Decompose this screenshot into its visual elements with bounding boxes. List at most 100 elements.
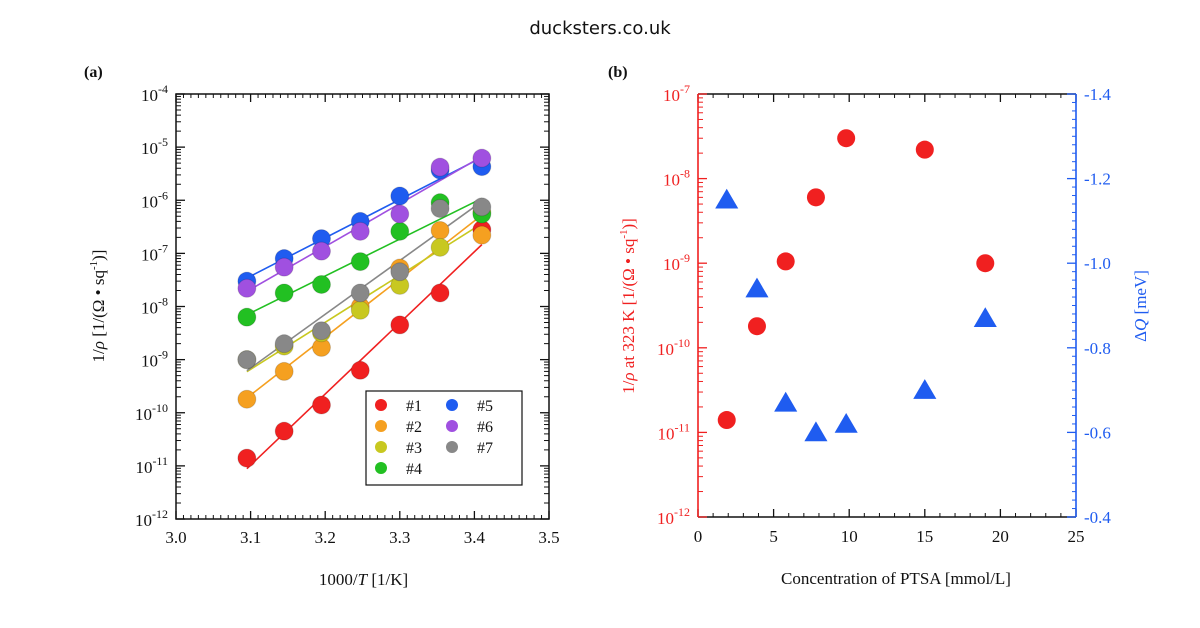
resistivity-point	[976, 254, 995, 273]
x-tick-label: 3.2	[315, 528, 336, 547]
point-series-6	[237, 278, 257, 298]
left-axis-title-b: 1/ρ at 323 K [1/(Ω • sq-1)]	[618, 218, 638, 394]
point-series-1	[237, 448, 257, 468]
delta-q-point	[913, 379, 937, 399]
right-tick-label: -1.2	[1084, 170, 1111, 189]
x-tick-label: 3.0	[165, 528, 186, 547]
point-series-6	[274, 257, 294, 277]
x-tick-label: 10	[841, 527, 858, 546]
point-series-5	[390, 186, 410, 206]
right-axis-title-b: ΔQ [meV]	[1131, 270, 1150, 342]
right-tick-label: -0.4	[1084, 508, 1111, 527]
y-tick-label: 10-12	[135, 507, 168, 530]
y-tick-label: 10-9	[141, 348, 168, 371]
point-series-1	[311, 395, 331, 415]
left-tick-label: 10-10	[657, 336, 690, 359]
right-tick-label: -0.8	[1084, 339, 1111, 358]
legend-marker-5	[446, 399, 458, 411]
y-tick-label: 10-8	[141, 295, 168, 318]
point-series-7	[472, 197, 492, 217]
delta-q-point	[745, 277, 769, 298]
point-series-6	[350, 221, 370, 241]
legend-marker-7	[446, 441, 458, 453]
legend-label-1: #1	[406, 398, 422, 415]
x-tick-label: 5	[769, 527, 778, 546]
point-series-7	[350, 283, 370, 303]
delta-q-point	[834, 412, 858, 433]
delta-q-point	[973, 307, 997, 327]
point-series-2	[274, 361, 294, 381]
resistivity-point	[837, 129, 856, 148]
legend-box	[365, 390, 523, 486]
x-tick-label: 25	[1068, 527, 1085, 546]
x-axis-title-b: Concentration of PTSA [mmol/L]	[781, 569, 1011, 588]
x-axis-title-a: 1000/T [1/K]	[319, 570, 408, 589]
point-series-6	[390, 204, 410, 224]
y-tick-label: 10-5	[141, 135, 168, 158]
point-series-7	[390, 262, 410, 282]
panel-b: (b) 0 5 10 15 20 25 10-12 10-11 10-10 10-9 10-8 10-7…	[608, 64, 1150, 588]
x-tick-label: 20	[992, 527, 1009, 546]
point-series-1	[430, 283, 450, 303]
point-series-1	[274, 421, 294, 441]
legend-label-2: #2	[406, 419, 422, 436]
x-tick-label: 3.1	[240, 528, 261, 547]
x-tick-label: 3.3	[389, 528, 410, 547]
delta-q-point	[774, 391, 798, 412]
point-series-1	[350, 360, 370, 380]
panel-b-label: (b)	[608, 64, 628, 81]
legend-marker-4	[375, 462, 387, 474]
point-series-3	[350, 300, 370, 320]
left-tick-label: 10-12	[657, 505, 690, 528]
resistivity-point	[915, 140, 934, 159]
point-series-4	[237, 307, 257, 327]
y-tick-label: 10-7	[141, 241, 168, 264]
point-series-2	[237, 389, 257, 409]
point-series-6	[472, 148, 492, 168]
y-tick-label: 10-6	[141, 188, 168, 211]
left-tick-label: 10-7	[663, 82, 690, 105]
resistivity-point	[717, 411, 736, 430]
point-series-6	[430, 157, 450, 177]
y-tick-label: 10-10	[135, 401, 168, 424]
point-series-4	[350, 252, 370, 272]
legend-marker-6	[446, 420, 458, 432]
point-series-4	[390, 221, 410, 241]
legend-label-3: #3	[406, 440, 422, 457]
x-tick-label: 3.4	[464, 528, 486, 547]
legend-label-5: #5	[477, 398, 493, 415]
point-series-2	[472, 225, 492, 245]
x-tick-label: 15	[916, 527, 933, 546]
left-tick-label: 10-9	[663, 251, 690, 274]
resistivity-point	[747, 317, 766, 336]
y-tick-label: 10-4	[141, 82, 168, 105]
point-series-4	[274, 283, 294, 303]
legend: #1 #2 #3 #4 #5 #6 #7	[365, 390, 523, 486]
point-series-1	[390, 315, 410, 335]
resistivity-point	[776, 252, 795, 271]
x-tick-label: 3.5	[538, 528, 559, 547]
point-series-7	[237, 350, 257, 370]
plot-frame-a	[175, 93, 550, 520]
x-tick-label: 0	[694, 527, 703, 546]
legend-label-7: #7	[477, 440, 493, 457]
site-label: ducksters.co.uk	[529, 18, 671, 39]
legend-marker-2	[375, 420, 387, 432]
point-series-2	[430, 220, 450, 240]
delta-q-point	[715, 188, 739, 209]
y-tick-label: 10-11	[135, 454, 168, 477]
point-series-4	[311, 274, 331, 294]
legend-marker-1	[375, 399, 387, 411]
point-series-7	[430, 198, 450, 218]
point-series-3	[430, 237, 450, 257]
point-series-7	[311, 321, 331, 341]
legend-marker-3	[375, 441, 387, 453]
legend-label-6: #6	[477, 419, 493, 436]
y-axis-title-a: 1/ρ [1/(Ω • sq-1)]	[88, 250, 108, 363]
point-series-7	[274, 334, 294, 354]
resistivity-point	[806, 188, 825, 207]
delta-q-point	[804, 421, 828, 442]
right-tick-label: -1.4	[1084, 85, 1111, 104]
point-series-6	[311, 241, 331, 261]
left-tick-label: 10-11	[657, 420, 690, 443]
